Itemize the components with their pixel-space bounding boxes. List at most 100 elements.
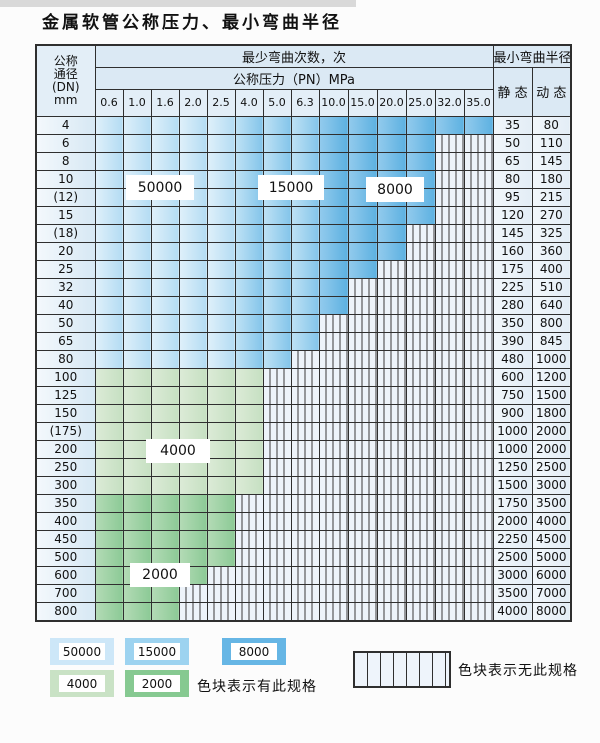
spec-available-cell <box>234 295 264 315</box>
legend-swatch-label: 50000 <box>59 643 105 660</box>
dn-column-header: 公称 通径 (DN) mm <box>35 44 96 117</box>
spec-available-cell <box>290 151 320 171</box>
spec-available-cell <box>206 421 236 441</box>
spec-available-cell <box>94 313 124 333</box>
pressure-value-header: 0.6 <box>94 88 124 117</box>
dn-cell: 400 <box>35 511 96 531</box>
table-row: 450 2250 4500 <box>35 529 572 549</box>
no-spec-cell <box>290 385 320 405</box>
spec-available-cell <box>150 385 180 405</box>
spec-available-cell <box>234 133 264 153</box>
dynamic-radius-cell: 2000 <box>531 421 572 441</box>
spec-available-cell <box>290 277 320 297</box>
dn-cell: 10 <box>35 169 96 189</box>
spec-available-cell <box>178 295 208 315</box>
spec-available-cell <box>206 367 236 387</box>
no-spec-cell <box>463 223 494 243</box>
pressure-value-header: 25.0 <box>405 88 436 117</box>
table-row: 6 50 110 <box>35 133 572 153</box>
dn-cell: 6 <box>35 133 96 153</box>
pressure-value-header: 5.0 <box>262 88 292 117</box>
no-spec-cell <box>434 493 465 513</box>
no-spec-cell <box>318 583 349 603</box>
legend-swatch-4000: 4000 <box>50 670 114 697</box>
no-spec-cell <box>318 475 349 495</box>
no-spec-cell <box>262 601 292 621</box>
no-spec-cell <box>405 295 436 315</box>
no-spec-cell <box>463 565 494 585</box>
pressure-value-header: 32.0 <box>434 88 465 117</box>
spec-available-cell <box>206 349 236 369</box>
spec-available-cell <box>122 457 152 477</box>
table-row: 15 120 270 <box>35 205 572 225</box>
no-spec-cell <box>463 547 494 567</box>
no-spec-cell <box>405 241 436 261</box>
spec-available-cell <box>318 151 349 171</box>
spec-available-cell <box>94 403 124 423</box>
no-spec-cell <box>290 367 320 387</box>
spec-available-cell <box>347 115 378 135</box>
spec-available-cell <box>122 295 152 315</box>
dynamic-radius-cell: 3500 <box>531 493 572 513</box>
no-spec-cell <box>463 205 494 225</box>
table-row: 65 390 845 <box>35 331 572 351</box>
legend-swatch-label: 4000 <box>59 675 105 692</box>
spec-available-cell <box>94 367 124 387</box>
no-spec-cell <box>434 529 465 549</box>
bend-cycles-header: 最少弯曲次数，次 <box>94 44 494 68</box>
dynamic-radius-cell: 1000 <box>531 349 572 369</box>
dynamic-radius-cell: 510 <box>531 277 572 297</box>
static-radius-cell: 3000 <box>492 565 533 585</box>
no-spec-cell <box>318 511 349 531</box>
no-spec-cell <box>463 421 494 441</box>
no-spec-cell <box>290 349 320 369</box>
no-spec-cell <box>376 349 407 369</box>
static-radius-cell: 480 <box>492 349 533 369</box>
static-radius-cell: 35 <box>492 115 533 135</box>
no-spec-cell <box>318 385 349 405</box>
spec-available-cell <box>262 313 292 333</box>
spec-available-cell <box>94 475 124 495</box>
no-spec-cell <box>376 439 407 459</box>
pressure-value-header: 2.0 <box>178 88 208 117</box>
spec-available-cell <box>206 547 236 567</box>
dn-cell: (175) <box>35 421 96 441</box>
table-row: 50 350 800 <box>35 313 572 333</box>
spec-available-cell <box>122 277 152 297</box>
legend-no-spec-swatch <box>353 651 451 688</box>
dn-header-line: (DN) <box>51 79 80 94</box>
spec-available-cell <box>206 187 236 207</box>
spec-available-cell <box>150 133 180 153</box>
spec-available-cell <box>94 223 124 243</box>
scan-artifact-strip <box>0 0 356 7</box>
static-radius-cell: 3500 <box>492 583 533 603</box>
spec-available-cell <box>178 331 208 351</box>
spec-available-cell <box>122 601 152 621</box>
spec-available-cell <box>150 277 180 297</box>
table-row: 200 1000 2000 <box>35 439 572 459</box>
spec-available-cell <box>178 475 208 495</box>
legend-swatch-label: 15000 <box>134 643 180 660</box>
dynamic-radius-cell: 640 <box>531 295 572 315</box>
no-spec-cell <box>290 601 320 621</box>
dn-cell: 40 <box>35 295 96 315</box>
dn-cell: (18) <box>35 223 96 243</box>
no-spec-cell <box>318 529 349 549</box>
no-spec-cell <box>434 385 465 405</box>
no-spec-cell <box>463 241 494 261</box>
legend-swatch-label: 8000 <box>231 643 277 660</box>
spec-available-cell <box>234 439 264 459</box>
no-spec-cell <box>262 511 292 531</box>
static-radius-cell: 2500 <box>492 547 533 567</box>
no-spec-cell <box>376 475 407 495</box>
spec-available-cell <box>376 223 407 243</box>
legend-swatch-2000: 2000 <box>125 670 189 697</box>
spec-available-cell <box>122 493 152 513</box>
dn-cell: 200 <box>35 439 96 459</box>
spec-available-cell <box>94 169 124 189</box>
spec-available-cell <box>206 439 236 459</box>
static-radius-cell: 80 <box>492 169 533 189</box>
spec-available-cell <box>206 295 236 315</box>
spec-available-cell <box>94 385 124 405</box>
no-spec-cell <box>434 457 465 477</box>
